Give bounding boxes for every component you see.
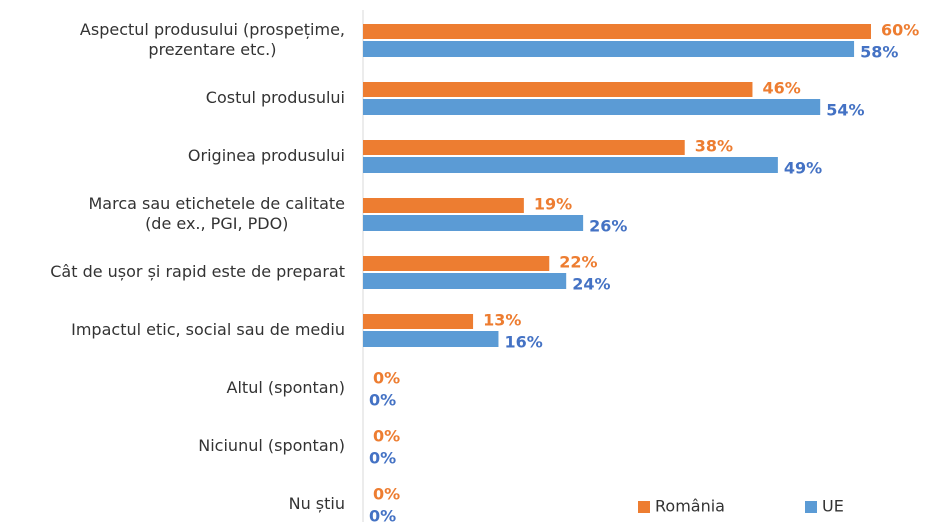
legend-swatch	[638, 501, 650, 513]
category-label: Costul produsului	[205, 88, 345, 107]
legend-swatch	[805, 501, 817, 513]
bar	[363, 99, 821, 115]
bar	[363, 41, 855, 57]
bar	[363, 314, 474, 329]
category-label: Marca sau etichetele de calitate (de ex.…	[88, 194, 346, 233]
value-label: 0%	[369, 507, 396, 522]
bar	[363, 273, 567, 289]
legend-label: România	[655, 497, 725, 516]
value-label: 0%	[373, 427, 400, 446]
category-label: Impactul etic, social sau de mediu	[71, 320, 345, 339]
value-label: 58%	[860, 43, 898, 62]
bar	[363, 24, 871, 39]
bar	[363, 157, 778, 173]
bar	[363, 82, 753, 97]
category-label: Niciunul (spontan)	[198, 436, 345, 455]
value-label: 49%	[784, 159, 822, 178]
bar	[363, 215, 584, 231]
value-label: 26%	[589, 217, 627, 236]
value-label: 19%	[534, 195, 572, 214]
value-label: 0%	[369, 449, 396, 468]
value-label: 0%	[369, 391, 396, 410]
value-label: 16%	[504, 333, 542, 352]
bar	[363, 331, 499, 347]
bar	[363, 140, 685, 155]
value-label: 22%	[559, 253, 597, 272]
bar	[363, 256, 550, 271]
value-label: 60%	[881, 21, 919, 40]
value-label: 24%	[572, 275, 610, 294]
bar	[363, 198, 524, 213]
legend-label: UE	[822, 497, 844, 516]
category-label: Nu știu	[288, 494, 345, 513]
category-label: Originea produsului	[187, 146, 345, 165]
value-label: 54%	[826, 101, 864, 120]
value-label: 13%	[483, 311, 521, 330]
value-label: 46%	[762, 79, 800, 98]
category-label: Cât de ușor și rapid este de preparat	[50, 262, 345, 281]
value-label: 0%	[373, 485, 400, 504]
value-label: 0%	[373, 369, 400, 388]
value-label: 38%	[695, 137, 733, 156]
category-label: Altul (spontan)	[226, 378, 345, 397]
category-label: Aspectul produsului (prospețime, prezent…	[79, 20, 345, 59]
